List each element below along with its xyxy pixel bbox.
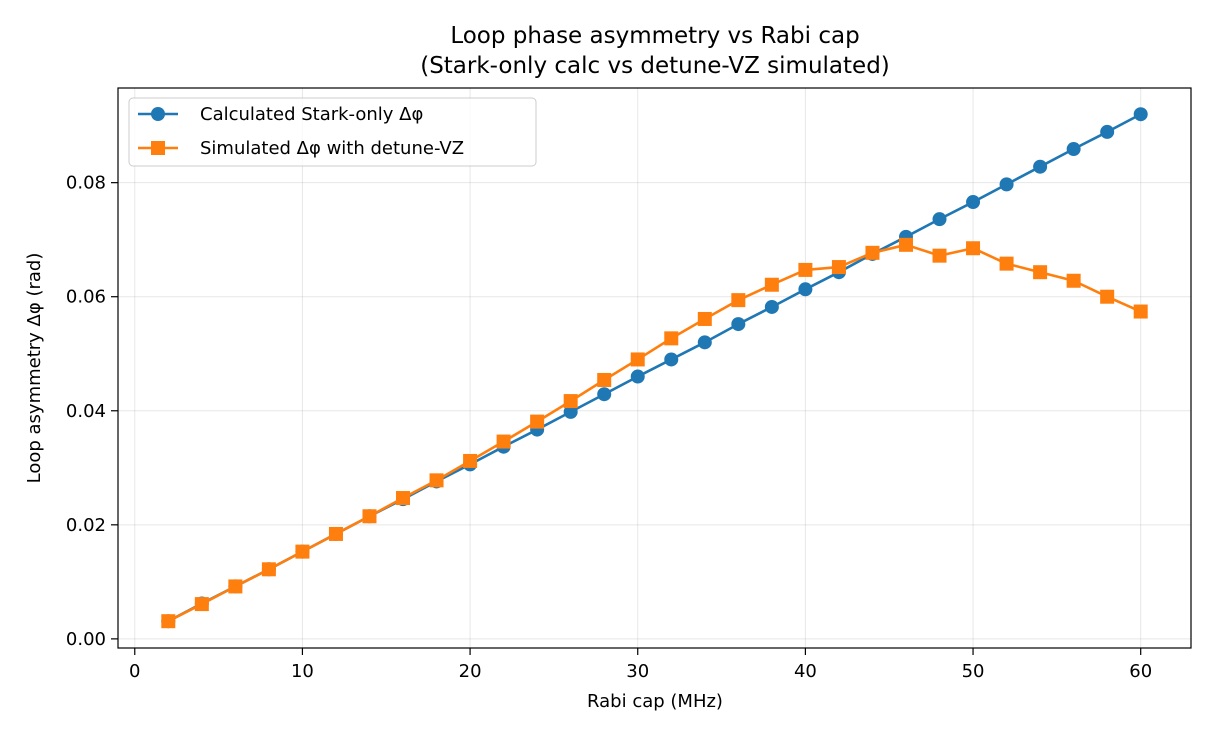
data-point xyxy=(1100,124,1115,139)
x-tick-label: 0 xyxy=(129,661,140,682)
data-point xyxy=(1100,289,1115,304)
data-point xyxy=(1133,107,1148,122)
data-point xyxy=(865,245,880,260)
legend-label: Calculated Stark-only Δφ xyxy=(200,104,423,125)
data-point xyxy=(764,277,779,292)
legend-label: Simulated Δφ with detune-VZ xyxy=(200,138,464,159)
data-point xyxy=(1033,159,1048,174)
x-tick-label: 20 xyxy=(459,661,482,682)
data-point xyxy=(161,614,176,629)
data-point xyxy=(563,404,578,419)
legend-entries: Calculated Stark-only Δφ Simulated Δφ wit… xyxy=(138,104,464,159)
plot-series xyxy=(161,107,1148,629)
data-point xyxy=(496,434,511,449)
data-point xyxy=(429,473,444,488)
data-point xyxy=(898,237,913,252)
x-tick-label: 60 xyxy=(1129,661,1152,682)
y-tick-label: 0.04 xyxy=(66,401,106,422)
data-point xyxy=(630,369,645,384)
data-point xyxy=(228,579,243,594)
legend-marker xyxy=(151,107,165,121)
data-point xyxy=(630,352,645,367)
series-2 xyxy=(161,237,1148,629)
data-point xyxy=(194,597,209,612)
data-point xyxy=(597,387,612,402)
data-point xyxy=(1033,265,1048,280)
data-point xyxy=(563,394,578,409)
axis-ticks: 0 10 20 30 40 50 60 0.00 0.02 0.04 0.06 0.08 xyxy=(66,173,1152,682)
grid-lines xyxy=(118,88,1191,648)
chart-title: Loop phase asymmetry vs Rabi cap xyxy=(450,23,859,49)
data-point xyxy=(966,241,981,256)
data-point xyxy=(999,177,1014,192)
data-point xyxy=(1133,304,1148,319)
y-tick-label: 0.00 xyxy=(66,629,106,650)
data-point xyxy=(966,195,981,210)
data-point xyxy=(664,352,679,367)
data-point xyxy=(362,509,377,524)
data-point xyxy=(731,293,746,308)
data-point xyxy=(697,335,712,350)
x-tick-label: 30 xyxy=(626,661,649,682)
data-point xyxy=(1066,273,1081,288)
x-tick-label: 10 xyxy=(291,661,314,682)
data-point xyxy=(530,414,545,429)
data-point xyxy=(932,248,947,263)
data-point xyxy=(597,372,612,387)
data-point xyxy=(664,331,679,346)
legend-box xyxy=(128,97,537,167)
axes-frame xyxy=(117,87,1192,649)
data-point xyxy=(731,317,746,332)
data-point xyxy=(798,282,813,297)
data-point xyxy=(295,544,310,559)
data-point xyxy=(1066,142,1081,157)
legend-entry: Calculated Stark-only Δφ xyxy=(138,104,423,125)
data-point xyxy=(764,299,779,314)
y-tick-label: 0.06 xyxy=(66,287,106,308)
data-point xyxy=(396,491,411,506)
chart-subtitle: (Stark-only calc vs detune-VZ simulated) xyxy=(420,53,890,79)
x-tick-label: 40 xyxy=(794,661,817,682)
y-axis-label: Loop asymmetry Δφ (rad) xyxy=(24,253,45,484)
legend-marker xyxy=(151,141,165,155)
data-point xyxy=(328,526,343,541)
data-point xyxy=(697,311,712,326)
data-point xyxy=(999,256,1014,271)
x-tick-label: 50 xyxy=(962,661,985,682)
data-point xyxy=(932,212,947,227)
y-tick-label: 0.08 xyxy=(66,173,106,194)
x-axis-label: Rabi cap (MHz) xyxy=(587,691,723,712)
legend: Calculated Stark-only Δφ Simulated Δφ wit… xyxy=(128,97,537,167)
data-point xyxy=(463,453,478,468)
legend-entry: Simulated Δφ with detune-VZ xyxy=(138,138,464,159)
data-point xyxy=(831,260,846,275)
data-point xyxy=(261,562,276,577)
data-point xyxy=(798,262,813,277)
y-tick-label: 0.02 xyxy=(66,515,106,536)
